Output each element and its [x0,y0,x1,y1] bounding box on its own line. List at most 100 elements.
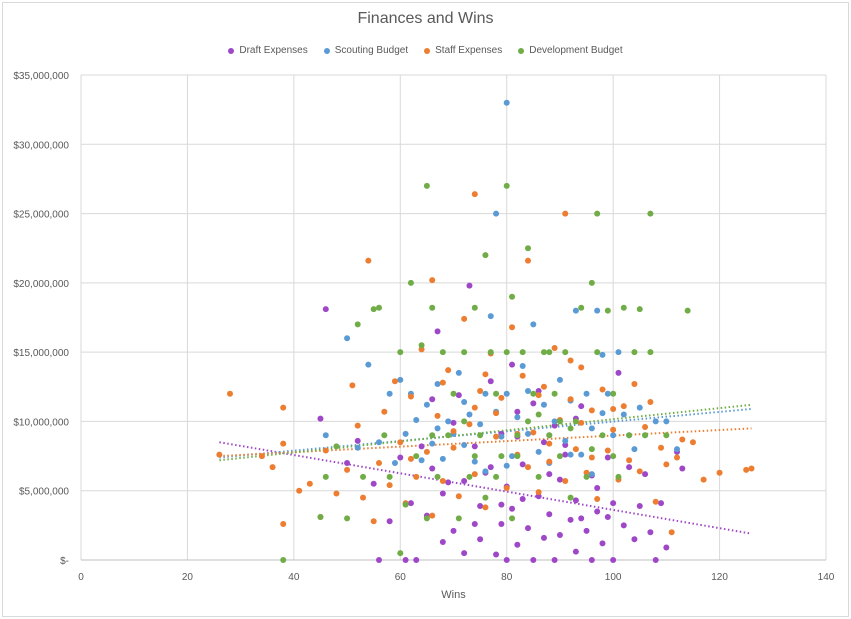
data-point [402,430,409,437]
data-point [599,432,606,439]
data-point [647,529,654,536]
data-point [381,432,388,439]
data-point [493,551,500,558]
data-point [626,457,633,464]
data-point [429,396,436,403]
data-point [333,443,340,450]
data-point [567,451,574,458]
data-point [370,518,377,525]
data-point [429,304,436,311]
data-point [514,541,521,548]
data-point [530,321,537,328]
data-point [386,518,393,525]
data-point [551,344,558,351]
data-point [429,512,436,519]
data-point [434,412,441,419]
data-point [583,469,590,476]
data-point [418,342,425,349]
data-point [556,476,563,483]
data-point [594,496,601,503]
data-point [599,386,606,393]
data-point [503,99,510,106]
data-point [386,482,393,489]
data-point [423,401,430,408]
data-point [413,453,420,460]
y-tick-label: $10,000,000 [13,417,69,428]
data-point [487,349,494,356]
data-point [615,369,622,376]
data-point [556,453,563,460]
data-point [455,392,462,399]
data-point [418,457,425,464]
data-point [477,432,484,439]
data-point [594,349,601,356]
data-point [450,419,457,426]
data-point [588,446,595,453]
data-point [503,557,510,563]
data-point [583,473,590,480]
x-tick-label: 120 [711,572,728,583]
trendline [219,407,752,459]
x-tick-label: 80 [501,572,513,583]
data-point [647,349,654,356]
data-point [652,557,659,563]
data-point [572,418,579,425]
x-tick-label: 40 [288,572,300,583]
y-tick-label: $20,000,000 [13,279,69,290]
data-point [498,394,505,401]
data-point [493,210,500,217]
legend-item: Draft Expenses [228,45,308,56]
data-point [349,382,356,389]
data-point [551,422,558,429]
data-point [700,476,707,483]
data-point [631,349,638,356]
legend-label: Development Budget [529,45,623,56]
x-tick-label: 100 [605,572,622,583]
data-point [306,480,313,487]
data-point [604,454,611,461]
data-point [535,493,542,500]
data-point [604,447,611,454]
data-point [684,307,691,314]
data-point [540,439,547,446]
data-point [743,466,750,473]
data-point [588,454,595,461]
data-point [493,433,500,440]
data-point [258,453,265,460]
legend-label: Staff Expenses [435,45,503,56]
data-point [493,390,500,397]
data-point [413,473,420,480]
data-point [562,451,569,458]
data-point [466,473,473,480]
data-point [498,433,505,440]
data-point [583,527,590,534]
data-point [525,245,531,252]
data-point [418,346,425,353]
data-point [439,455,446,462]
data-point [503,462,510,469]
data-point [535,489,542,496]
data-point [652,498,659,505]
data-point [498,453,505,460]
data-point [461,399,468,406]
chart-title: Finances and Wins [357,10,494,27]
data-point [280,404,287,411]
data-point [461,478,468,485]
data-point [620,522,627,529]
legend-item: Scouting Budget [323,45,408,56]
data-point [354,321,361,328]
data-point [509,361,516,368]
data-point [588,471,595,478]
data-point [663,544,670,551]
data-point [572,307,579,314]
data-point [423,448,430,455]
data-point [280,440,287,447]
data-point [716,469,723,476]
data-point [365,361,372,368]
data-point [535,473,542,480]
data-point [418,443,425,450]
data-point [578,403,585,410]
data-point [471,404,478,411]
data-point [626,464,633,471]
